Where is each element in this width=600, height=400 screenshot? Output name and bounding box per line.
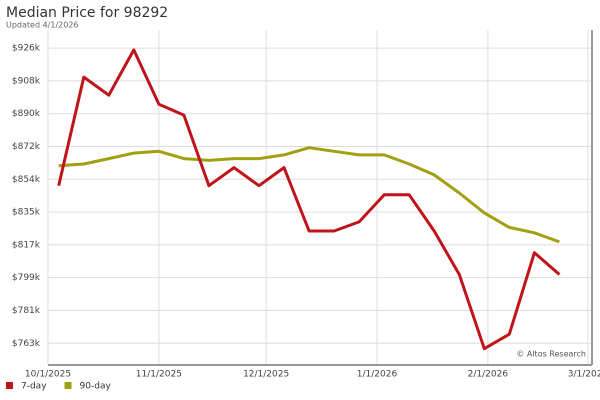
line-series bbox=[58, 146, 560, 244]
x-tick-label: 11/1/2025 bbox=[136, 370, 182, 380]
x-tick-label: 1/1/2026 bbox=[357, 370, 398, 380]
y-tick-label: $781k bbox=[12, 306, 41, 316]
y-tick-label: $835k bbox=[12, 208, 41, 218]
source-note: © Altos Research bbox=[516, 350, 586, 359]
x-tick-label: 2/1/2026 bbox=[468, 370, 509, 380]
y-tick-label: $926k bbox=[12, 44, 41, 54]
legend-swatch bbox=[64, 382, 72, 389]
chart-subtitle: Updated 4/1/2026 bbox=[6, 21, 79, 30]
y-tick-label: $817k bbox=[12, 240, 41, 250]
x-tick-label: 12/1/2025 bbox=[243, 370, 289, 380]
y-tick-label: $872k bbox=[12, 142, 41, 152]
line-series bbox=[57, 48, 561, 351]
y-tick-label: $890k bbox=[12, 109, 41, 119]
y-tick-label: $763k bbox=[12, 339, 41, 349]
y-tick-label: $799k bbox=[12, 273, 41, 283]
x-tick-label: 3/1/2026 bbox=[568, 370, 600, 380]
y-tick-label: $908k bbox=[12, 76, 41, 86]
legend-label: 90-day bbox=[80, 382, 112, 392]
y-tick-label: $854k bbox=[12, 175, 41, 185]
x-tick-label: 10/1/2025 bbox=[25, 370, 71, 380]
chart-title: Median Price for 98292 bbox=[6, 5, 168, 21]
legend-swatch bbox=[6, 382, 13, 389]
plot-area bbox=[48, 30, 592, 365]
legend-label: 7-day bbox=[21, 382, 47, 392]
